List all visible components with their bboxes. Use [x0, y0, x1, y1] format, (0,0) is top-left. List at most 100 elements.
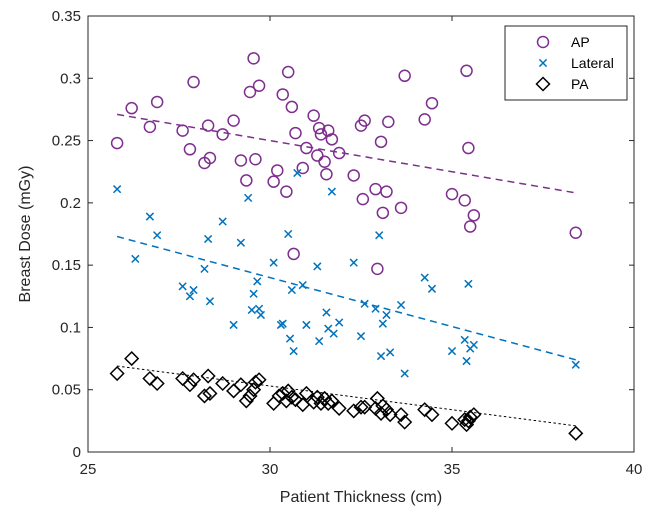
data-point-lateral [427, 284, 437, 293]
data-point-lateral [285, 334, 295, 343]
trend-line-pa [117, 365, 576, 427]
data-point-ap [203, 151, 217, 165]
data-point-ap [371, 262, 384, 276]
data-point-ap [376, 206, 390, 220]
data-point-pa [142, 370, 158, 387]
data-point-ap [356, 192, 370, 206]
data-point-ap [150, 95, 164, 109]
data-point-pa [271, 388, 287, 404]
data-point-pa [324, 393, 340, 409]
data-point-pa [353, 399, 369, 415]
data-point-lateral [382, 310, 391, 320]
data-point-pa [247, 374, 264, 390]
data-point-pa [109, 365, 125, 382]
data-point-pa [393, 407, 409, 423]
data-point-pa [378, 402, 395, 418]
data-point-lateral [360, 299, 369, 308]
data-point-pa [202, 385, 218, 402]
data-point-lateral [356, 332, 366, 341]
data-point-pa [317, 390, 333, 406]
data-point-pa [246, 382, 262, 398]
data-point-ap [398, 69, 411, 83]
data-point-pa [238, 393, 254, 409]
data-point-lateral [253, 277, 262, 286]
data-point-pa [346, 403, 362, 419]
data-point-lateral [278, 319, 287, 328]
data-point-pa [280, 383, 296, 399]
data-point-lateral [200, 264, 209, 274]
data-point-pa [200, 368, 216, 384]
trend-lines [116, 113, 576, 427]
data-point-ap [216, 128, 229, 141]
data-point-pa [444, 415, 460, 431]
data-point-lateral [376, 351, 386, 361]
data-point-pa [331, 400, 347, 416]
axis-ticks: 25 30 35 40 0 0.05 0.1 0.15 0.2 0.25 0.3 0.35 [52, 8, 643, 478]
data-point-pa [275, 385, 291, 402]
data-point-lateral [327, 187, 337, 196]
data-point-lateral [205, 297, 215, 306]
data-point-ap [311, 149, 324, 162]
data-point-lateral [247, 305, 256, 315]
data-point-lateral [396, 300, 406, 310]
data-point-ap [227, 114, 240, 127]
data-point-pa [357, 399, 373, 415]
data-point-pa [457, 412, 473, 428]
data-point-lateral [329, 329, 338, 338]
data-point-pa [462, 409, 478, 425]
data-point-lateral [298, 280, 307, 290]
legend-marker-pa [535, 76, 551, 92]
data-point-lateral [378, 319, 387, 328]
data-point-ap [249, 153, 262, 166]
data-point-ap [176, 124, 189, 137]
data-point-pa [466, 407, 482, 423]
data-point-ap [332, 146, 346, 160]
data-point-lateral [185, 292, 195, 301]
data-markers [109, 52, 584, 441]
y-tick-label: 0.35 [52, 8, 81, 25]
data-point-ap [110, 136, 124, 150]
data-point-pa [242, 388, 258, 404]
data-point-lateral [349, 258, 358, 267]
y-tick-label: 0.2 [60, 195, 81, 212]
data-point-ap [314, 128, 328, 141]
data-point-pa [382, 407, 398, 423]
data-point-lateral [313, 262, 322, 271]
data-point-ap [187, 75, 200, 89]
data-point-pa [287, 392, 304, 408]
data-point-ap [276, 88, 289, 101]
data-point-lateral [269, 258, 278, 267]
data-point-pa [568, 425, 584, 441]
data-point-lateral [287, 285, 296, 295]
data-point-ap [281, 65, 295, 79]
data-point-ap [394, 201, 408, 215]
data-point-ap [267, 175, 280, 188]
data-point-lateral [249, 289, 258, 298]
data-point-lateral [254, 304, 264, 313]
data-point-pa [251, 372, 267, 388]
data-point-ap [318, 155, 331, 168]
data-point-pa [149, 375, 165, 392]
legend-label-pa: PA [571, 76, 589, 92]
y-tick-label: 0.15 [52, 257, 81, 274]
data-point-ap [460, 64, 473, 78]
data-point-pa [215, 375, 231, 392]
data-point-pa [196, 388, 213, 404]
data-point-ap [280, 185, 293, 198]
data-point-ap [312, 121, 326, 135]
data-point-ap [287, 247, 300, 261]
data-point-ap [425, 96, 439, 110]
x-tick-label: 25 [80, 461, 97, 478]
data-point-lateral [400, 369, 409, 378]
data-point-lateral [256, 310, 266, 320]
data-point-ap [358, 114, 371, 127]
legend-box [504, 25, 628, 101]
data-point-lateral [571, 360, 580, 369]
data-point-ap [285, 100, 299, 114]
data-point-lateral [375, 231, 384, 240]
data-point-lateral [236, 238, 246, 247]
data-point-lateral [447, 346, 457, 356]
data-point-lateral [284, 229, 293, 239]
data-point-ap [569, 226, 583, 240]
